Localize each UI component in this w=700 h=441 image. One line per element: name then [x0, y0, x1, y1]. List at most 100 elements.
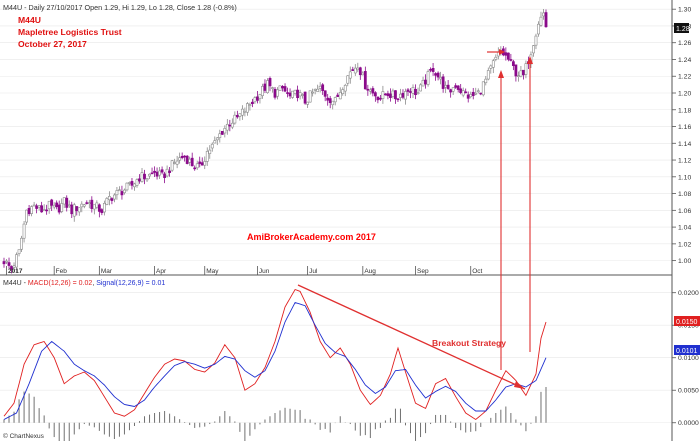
candle-body	[306, 101, 310, 105]
candle-body	[266, 80, 269, 93]
price-tick-label: 1.20	[678, 91, 691, 98]
candle-body	[70, 204, 74, 215]
resistance-arrow	[487, 49, 505, 55]
candle-body	[2, 261, 6, 265]
candle-body	[72, 204, 76, 217]
candle-body	[67, 204, 71, 207]
candle-body	[431, 67, 435, 72]
candle-body	[542, 12, 545, 17]
candle-body	[459, 88, 463, 94]
candle-body	[371, 88, 375, 94]
candle-body	[414, 88, 417, 96]
breakout-arrow-right	[527, 56, 533, 352]
candle-body	[446, 84, 450, 89]
macd-tick-label: 0.0200	[678, 290, 699, 297]
candle-body	[484, 78, 488, 84]
signal-line	[3, 301, 547, 420]
macd-label: MACD(12,26) = 0.02	[28, 280, 92, 287]
price-tick-label: 1.08	[678, 191, 691, 198]
price-tick-label: 1.24	[678, 57, 691, 64]
candle-body	[65, 197, 69, 208]
candle-body	[25, 209, 28, 223]
month-label: Sep	[417, 268, 429, 275]
candle-body	[7, 262, 11, 266]
candle-body	[30, 206, 34, 214]
candle-body	[85, 202, 89, 204]
candle-body	[376, 96, 380, 101]
candle-body	[338, 92, 342, 100]
candle-body	[113, 194, 116, 200]
candle-body	[60, 203, 64, 212]
candle-body	[135, 179, 139, 186]
macd-tick-label: 0.0100	[678, 355, 699, 362]
candle-body	[419, 84, 422, 92]
candle-body	[351, 69, 355, 71]
candle-body	[519, 70, 523, 77]
candle-body	[17, 249, 21, 254]
candle-body	[409, 91, 412, 93]
breakout-strategy-label: Breakout Strategy	[432, 338, 506, 348]
candle-body	[82, 204, 86, 207]
candle-body	[15, 254, 18, 268]
candle-body	[293, 89, 297, 94]
candle-body	[190, 157, 194, 167]
month-label: Apr	[156, 268, 167, 275]
candle-body	[514, 64, 518, 77]
candle-body	[346, 75, 350, 84]
candle-body	[313, 88, 317, 91]
candle-body	[143, 173, 146, 180]
price-tick-label: 1.00	[678, 258, 691, 265]
candle-body	[318, 85, 322, 89]
candle-body	[12, 265, 16, 268]
candle-body	[288, 92, 292, 97]
candle-body	[87, 202, 91, 204]
candle-body	[77, 207, 81, 213]
candle-body	[291, 90, 294, 98]
candle-body	[506, 52, 510, 60]
candle-body	[439, 77, 443, 80]
candle-body	[539, 16, 543, 26]
candle-body	[271, 87, 274, 89]
chart-symbol: M44U	[18, 15, 41, 25]
candle-body	[449, 89, 453, 93]
price-tick-label: 1.04	[678, 225, 691, 232]
candle-body	[429, 69, 432, 71]
candle-body	[263, 83, 267, 91]
candle-body	[115, 190, 119, 196]
candle-body	[153, 170, 156, 173]
candle-body	[128, 182, 131, 184]
candle-body	[220, 130, 224, 135]
indicator-prefix: M44U -	[3, 280, 28, 287]
chart-info-line: M44U - Daily 27/10/2017 Open 1.29, Hi 1.…	[3, 3, 237, 12]
candle-body	[441, 76, 445, 89]
chart-company: Mapletree Logistics Trust	[18, 27, 122, 37]
candle-body	[223, 128, 227, 134]
candle-body	[90, 199, 94, 209]
price-tick-label: 1.22	[678, 74, 691, 81]
candle-body	[235, 115, 239, 118]
candle-body	[451, 87, 455, 92]
candle-body	[281, 86, 284, 89]
candle-body	[155, 171, 159, 177]
candle-body	[486, 70, 490, 80]
candle-body	[52, 204, 56, 208]
candle-body	[35, 205, 39, 209]
candle-body	[37, 205, 41, 208]
candle-body	[10, 266, 13, 270]
candle-body	[193, 167, 197, 170]
candle-body	[198, 161, 202, 164]
macd-badge-label: 0.0150	[676, 319, 698, 326]
candle-body	[341, 89, 345, 94]
candle-body	[97, 204, 101, 212]
candle-body	[286, 92, 289, 94]
candle-body	[361, 72, 365, 76]
candle-body	[384, 93, 387, 96]
candle-body	[225, 124, 229, 131]
macd-tick-label: 0.0000	[678, 420, 699, 427]
candle-body	[454, 85, 458, 88]
candle-body	[40, 205, 44, 213]
candle-body	[160, 169, 164, 173]
candle-body	[323, 90, 327, 97]
candle-body	[258, 94, 262, 100]
breakout-arrow-left	[498, 70, 504, 370]
